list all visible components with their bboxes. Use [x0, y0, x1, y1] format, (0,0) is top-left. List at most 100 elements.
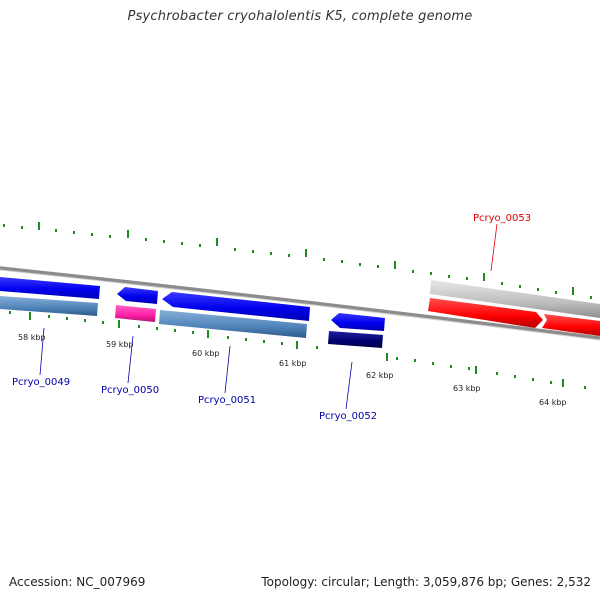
accession-text: Accession: NC_007969 — [9, 575, 146, 589]
inner-minor-tick — [192, 331, 194, 334]
gene-pcryo-0052-navy[interactable] — [328, 331, 383, 348]
tick-label-60: 60 kbp — [192, 349, 220, 358]
inner-major-tick — [118, 320, 120, 328]
outer-major-tick — [216, 238, 218, 246]
gene-pcryo-0051-reverse[interactable] — [159, 310, 307, 338]
genome-backbone-outer — [0, 266, 600, 340]
gene-pcryo-0050-pink[interactable] — [115, 305, 156, 322]
inner-minor-tick — [468, 367, 470, 370]
tick-label-59: 59 kbp — [106, 340, 134, 349]
gene-leaders — [39, 223, 498, 410]
gene-pcryo-0049-forward[interactable] — [0, 277, 100, 299]
inner-minor-tick — [550, 381, 552, 384]
outer-minor-tick — [430, 272, 432, 275]
leader-pcryo-0052 — [345, 361, 353, 410]
map-title: Psychrobacter cryohalolentis K5, complet… — [127, 9, 473, 24]
outer-tick-ring — [3, 222, 592, 299]
outer-minor-tick — [537, 288, 539, 291]
inner-minor-tick — [316, 346, 318, 349]
tick-label-61: 61 kbp — [279, 359, 307, 368]
outer-minor-tick — [270, 252, 272, 255]
inner-minor-tick — [9, 311, 11, 314]
outer-minor-tick — [519, 285, 521, 288]
outer-minor-tick — [3, 224, 5, 227]
leader-pcryo-0053 — [490, 223, 498, 272]
inner-minor-tick — [66, 317, 68, 320]
genome-summary-text: Topology: circular; Length: 3,059,876 bp… — [261, 575, 591, 589]
gene-pcryo-0051-forward[interactable] — [162, 292, 310, 321]
inner-minor-tick — [450, 365, 452, 368]
outer-minor-tick — [590, 296, 592, 299]
outer-minor-tick — [341, 260, 343, 263]
inner-minor-tick — [496, 372, 498, 375]
genome-backbone-inner — [0, 269, 600, 341]
outer-major-tick — [127, 230, 129, 238]
inner-minor-tick — [396, 357, 398, 360]
outer-major-tick — [38, 222, 40, 230]
inner-major-tick — [207, 330, 209, 338]
outer-minor-tick — [252, 250, 254, 253]
leader-pcryo-0049 — [39, 327, 45, 376]
inner-minor-tick — [156, 327, 158, 330]
outer-minor-tick — [288, 254, 290, 257]
outer-minor-tick — [109, 235, 111, 238]
outer-minor-tick — [91, 233, 93, 236]
inner-minor-tick — [514, 375, 516, 378]
outer-minor-tick — [55, 229, 57, 232]
outer-minor-tick — [359, 263, 361, 266]
outer-major-tick — [572, 287, 574, 295]
inner-minor-tick — [414, 359, 416, 362]
inner-minor-tick — [138, 325, 140, 328]
outer-minor-tick — [412, 270, 414, 273]
outer-minor-tick — [466, 277, 468, 280]
outer-minor-tick — [199, 244, 201, 247]
outer-minor-tick — [555, 291, 557, 294]
outer-minor-tick — [501, 282, 503, 285]
inner-minor-tick — [584, 386, 586, 389]
inner-tick-ring — [9, 311, 586, 389]
gene-labels: Pcryo_0049 Pcryo_0050 Pcryo_0051 Pcryo_0… — [12, 213, 531, 422]
outer-minor-tick — [181, 242, 183, 245]
gene-features — [0, 277, 600, 348]
tick-label-58: 58 kbp — [18, 333, 46, 342]
inner-minor-tick — [281, 342, 283, 345]
inner-major-tick — [29, 312, 31, 320]
outer-minor-tick — [377, 265, 379, 268]
gene-pcryo-0052-forward[interactable] — [331, 313, 385, 331]
gene-label-pcryo-0050[interactable]: Pcryo_0050 — [101, 385, 159, 396]
tick-label-63: 63 kbp — [453, 384, 481, 393]
outer-minor-tick — [448, 275, 450, 278]
tick-label-64: 64 kbp — [539, 398, 567, 407]
outer-minor-tick — [323, 258, 325, 261]
outer-minor-tick — [73, 231, 75, 234]
gene-pcryo-0050-forward[interactable] — [117, 287, 158, 304]
inner-minor-tick — [432, 362, 434, 365]
gene-pcryo-0053-red[interactable] — [428, 298, 543, 328]
scale-labels: 58 kbp 59 kbp 60 kbp 61 kbp 62 kbp 63 kb… — [18, 333, 567, 407]
inner-minor-tick — [245, 338, 247, 341]
leader-pcryo-0051 — [224, 345, 231, 394]
tick-label-62: 62 kbp — [366, 371, 394, 380]
inner-minor-tick — [532, 378, 534, 381]
gene-pcryo-0049-reverse[interactable] — [0, 296, 98, 316]
gene-label-pcryo-0053[interactable]: Pcryo_0053 — [473, 213, 531, 224]
inner-major-tick — [296, 341, 298, 349]
inner-minor-tick — [48, 315, 50, 318]
inner-major-tick — [562, 379, 564, 387]
gene-label-pcryo-0051[interactable]: Pcryo_0051 — [198, 395, 256, 406]
inner-minor-tick — [227, 336, 229, 339]
inner-minor-tick — [174, 329, 176, 332]
outer-minor-tick — [145, 238, 147, 241]
inner-major-tick — [386, 353, 388, 361]
inner-minor-tick — [102, 321, 104, 324]
outer-major-tick — [394, 261, 396, 269]
inner-major-tick — [475, 366, 477, 374]
gene-label-pcryo-0052[interactable]: Pcryo_0052 — [319, 411, 377, 422]
outer-minor-tick — [234, 248, 236, 251]
outer-major-tick — [305, 249, 307, 257]
gene-pcryo-0053-rna[interactable] — [430, 280, 600, 318]
gene-pcryo-0054-red[interactable] — [542, 314, 600, 336]
gene-label-pcryo-0049[interactable]: Pcryo_0049 — [12, 377, 70, 388]
leader-pcryo-0050 — [127, 335, 134, 384]
